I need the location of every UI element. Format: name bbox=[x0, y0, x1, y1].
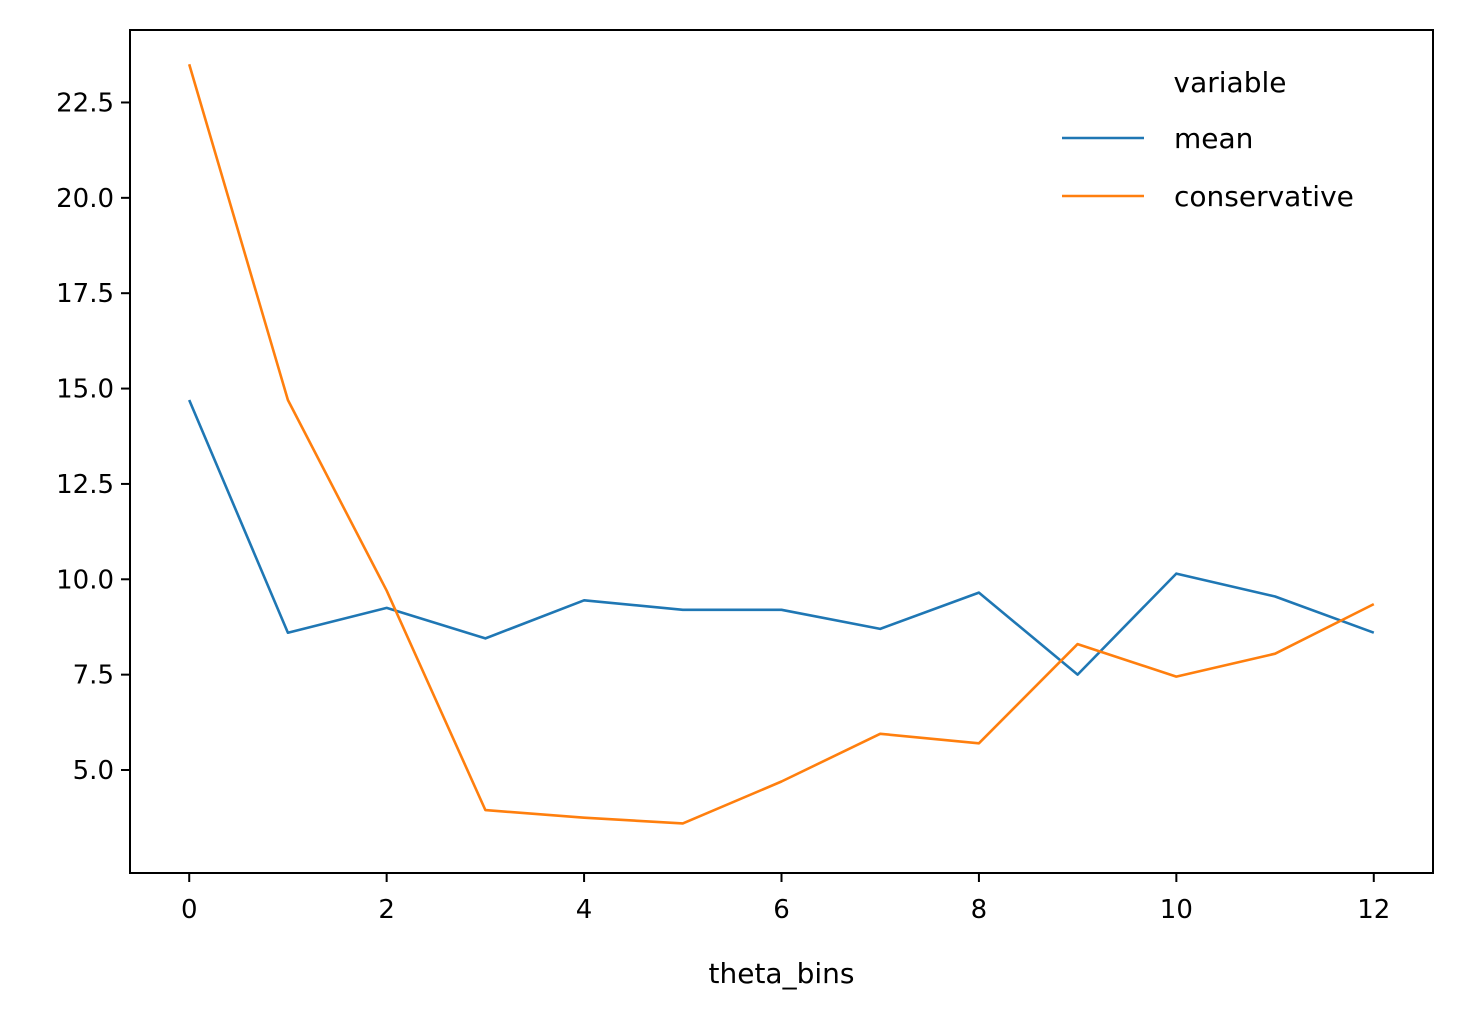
x-axis: 0 2 4 6 8 10 12 bbox=[181, 873, 1390, 925]
y-axis: 5.0 7.5 10.0 12.5 15.0 17.5 20.0 22.5 bbox=[56, 88, 130, 786]
legend-label-conservative: conservative bbox=[1174, 180, 1354, 213]
y-tick-label: 10.0 bbox=[56, 565, 114, 595]
legend-title: variable bbox=[1174, 66, 1287, 99]
series-line-conservative bbox=[187, 63, 1375, 825]
x-tick-label: 12 bbox=[1357, 895, 1390, 925]
x-tick-label: 2 bbox=[378, 895, 395, 925]
y-tick-label: 7.5 bbox=[73, 661, 114, 691]
x-tick-label: 6 bbox=[773, 895, 790, 925]
y-tick-label: 17.5 bbox=[56, 279, 114, 309]
y-tick-label: 5.0 bbox=[73, 756, 114, 786]
series-layer bbox=[187, 63, 1375, 825]
x-tick-label: 0 bbox=[181, 895, 198, 925]
plot-frame bbox=[129, 29, 1434, 874]
x-axis-label: theta_bins bbox=[709, 957, 855, 990]
x-tick-label: 10 bbox=[1160, 895, 1193, 925]
y-tick-label: 12.5 bbox=[56, 470, 114, 500]
x-tick-label: 4 bbox=[576, 895, 593, 925]
y-tick-label: 20.0 bbox=[56, 184, 114, 214]
legend-label-mean: mean bbox=[1174, 122, 1253, 155]
x-tick-label: 8 bbox=[971, 895, 988, 925]
legend: variable mean conservative bbox=[1062, 66, 1354, 213]
y-tick-label: 15.0 bbox=[56, 375, 114, 405]
series-line-mean bbox=[188, 399, 1375, 676]
y-tick-label: 22.5 bbox=[56, 88, 114, 118]
